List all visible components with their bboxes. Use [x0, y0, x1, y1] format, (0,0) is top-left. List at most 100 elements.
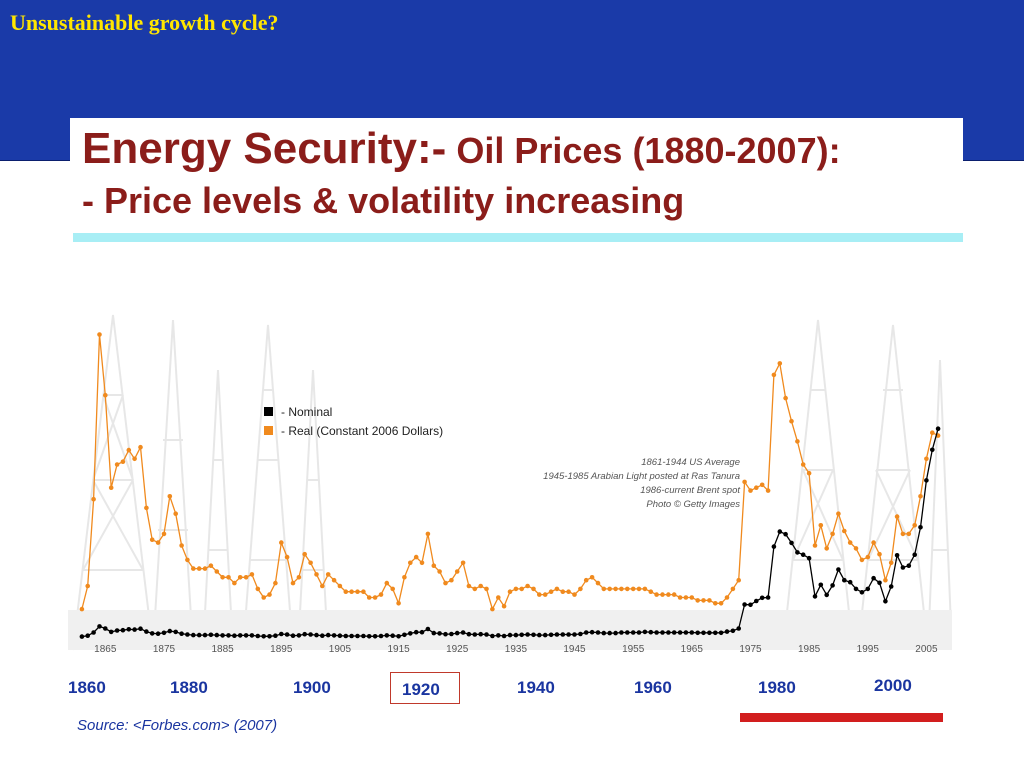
- data-point-real-1947: [583, 577, 589, 583]
- data-point-real-1991: [842, 528, 847, 534]
- data-point-nominal-1990: [836, 567, 841, 572]
- data-point-nominal-1940: [542, 632, 548, 638]
- data-point-nominal-1908: [355, 633, 360, 639]
- data-point-real-1872: [144, 505, 149, 511]
- data-point-real-1898: [296, 575, 302, 580]
- data-point-nominal-1869: [126, 627, 132, 632]
- data-point-real-1941: [548, 589, 554, 594]
- data-point-nominal-1928: [472, 632, 478, 637]
- data-point-nominal-1982: [789, 540, 794, 546]
- data-point-real-1883: [208, 563, 214, 568]
- data-point-real-1908: [355, 589, 360, 594]
- data-point-nominal-1932: [496, 633, 501, 638]
- data-point-nominal-1933: [501, 633, 507, 639]
- data-point-nominal-1952: [613, 630, 618, 636]
- x-tick-label: 1915: [387, 644, 410, 655]
- data-point-real-1864: [97, 332, 102, 337]
- highlight-box-1920: [390, 672, 460, 704]
- data-point-real-1927: [466, 583, 472, 589]
- data-point-real-1964: [683, 595, 689, 600]
- x-tick-label: 1955: [622, 644, 645, 655]
- data-point-real-1874: [155, 540, 161, 545]
- data-point-real-1934: [507, 589, 513, 594]
- data-point-nominal-1894: [273, 633, 278, 638]
- data-point-nominal-1939: [537, 632, 542, 638]
- series-nominal: [79, 426, 941, 639]
- x-tick-labels: 1865 1875 1885 1895 1905 1915 1925 1935 1945 1955…: [94, 644, 938, 655]
- data-point-nominal-1910: [366, 634, 372, 639]
- data-point-nominal-1918: [413, 629, 419, 635]
- data-point-real-1886: [226, 575, 231, 580]
- data-point-real-1946: [578, 586, 583, 592]
- data-point-real-2002: [906, 531, 912, 537]
- data-point-nominal-1925: [454, 630, 460, 636]
- data-point-real-1980: [777, 361, 783, 366]
- data-point-real-1907: [349, 589, 354, 594]
- data-point-real-1940: [542, 592, 548, 597]
- x-tick-label: 1885: [211, 644, 234, 655]
- data-point-real-1896: [284, 554, 290, 560]
- data-point-real-2004: [918, 494, 923, 499]
- data-point-nominal-1942: [554, 632, 560, 637]
- decade-label-1960: 1960: [634, 678, 672, 697]
- data-point-nominal-2003: [912, 552, 917, 557]
- data-point-real-2003: [912, 523, 917, 528]
- x-tick-label: 1975: [739, 644, 762, 655]
- data-point-nominal-1878: [179, 631, 184, 636]
- legend-label-nominal: - Nominal: [281, 405, 332, 419]
- data-point-nominal-1949: [595, 630, 601, 635]
- data-point-real-1887: [232, 580, 237, 586]
- data-point-nominal-1885: [220, 633, 225, 638]
- data-point-nominal-1906: [343, 633, 349, 639]
- x-tick-label: 2005: [915, 644, 938, 655]
- data-point-real-1865: [103, 392, 108, 398]
- data-point-nominal-1979: [771, 544, 777, 549]
- data-point-nominal-1888: [237, 633, 243, 638]
- data-point-nominal-1954: [625, 630, 630, 635]
- data-point-nominal-1862: [85, 633, 90, 638]
- data-point-real-1925: [454, 569, 460, 574]
- data-point-nominal-1981: [783, 531, 788, 537]
- data-point-nominal-1898: [296, 633, 302, 638]
- data-point-real-1915: [396, 601, 401, 606]
- data-point-real-1997: [877, 551, 882, 557]
- heading-underline: [73, 233, 963, 242]
- data-point-real-1961: [666, 592, 671, 597]
- data-point-nominal-1930: [484, 632, 489, 637]
- data-point-nominal-1931: [490, 633, 495, 639]
- data-point-nominal-1948: [589, 629, 595, 635]
- data-point-real-1956: [636, 586, 642, 592]
- data-point-real-1978: [765, 488, 771, 493]
- data-point-nominal-1916: [402, 632, 407, 638]
- data-point-real-1871: [138, 444, 143, 450]
- data-point-nominal-2001: [900, 565, 906, 570]
- data-point-real-1924: [449, 577, 454, 583]
- data-point-nominal-1897: [290, 633, 296, 638]
- data-point-nominal-1879: [185, 632, 190, 637]
- data-point-real-1943: [560, 589, 566, 594]
- data-point-nominal-1923: [443, 631, 448, 637]
- data-point-nominal-1991: [842, 577, 847, 583]
- data-point-real-1888: [237, 575, 243, 580]
- data-point-nominal-1905: [337, 633, 343, 638]
- data-point-real-1992: [847, 540, 853, 545]
- data-point-nominal-1993: [853, 586, 859, 592]
- data-point-real-1916: [402, 575, 407, 580]
- data-point-nominal-1920: [425, 626, 431, 632]
- data-point-real-1949: [595, 580, 601, 586]
- data-point-real-1962: [671, 592, 677, 597]
- data-point-real-1890: [249, 572, 255, 577]
- data-point-nominal-1943: [560, 632, 566, 637]
- data-point-nominal-1896: [284, 632, 290, 637]
- data-point-real-1938: [531, 586, 536, 592]
- data-point-real-1968: [707, 598, 712, 603]
- data-point-nominal-1884: [214, 632, 220, 638]
- data-point-real-1918: [413, 554, 419, 560]
- data-point-nominal-1955: [630, 630, 636, 635]
- data-point-nominal-1917: [408, 631, 413, 636]
- data-point-real-1867: [114, 462, 120, 467]
- data-point-real-1974: [742, 479, 747, 485]
- data-point-real-1923: [443, 580, 448, 586]
- data-point-real-1876: [167, 494, 173, 499]
- data-point-real-1893: [267, 592, 272, 597]
